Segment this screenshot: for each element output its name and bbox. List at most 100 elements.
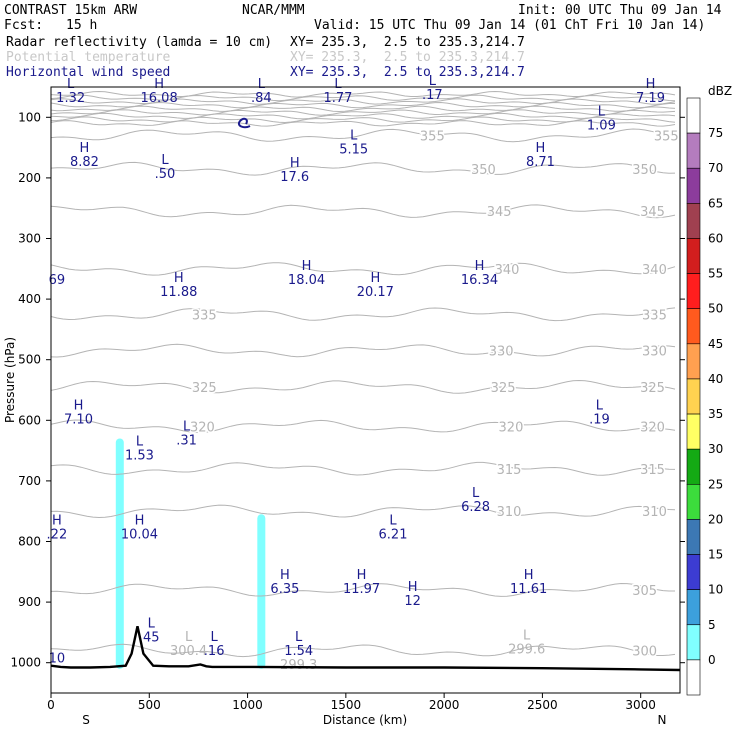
theta-contour-label: 345 <box>640 205 665 220</box>
wind-extremum-marker: L <box>148 616 156 631</box>
wind-extremum-marker: H <box>302 259 312 274</box>
colorbar-swatch <box>686 378 701 415</box>
wind-extremum-marker: H <box>74 398 84 413</box>
theta-contour <box>51 343 676 358</box>
theta-contour <box>51 643 676 658</box>
wind-extremum-value: 8.71 <box>526 155 555 170</box>
wind-extremum-value: 10 <box>49 652 66 667</box>
theta-contour-label: 325 <box>192 381 217 396</box>
wind-extremum-marker: H <box>280 568 290 583</box>
wind-extremum-marker: L <box>350 129 358 144</box>
wind-extremum-marker: H <box>52 513 62 528</box>
theta-extremum-value: 299.3 <box>280 658 317 673</box>
colorbar-swatch <box>686 97 701 134</box>
x-tick-label: 2000 <box>429 698 460 712</box>
wind-extremum-marker: H <box>290 156 300 171</box>
colorbar-label: 5 <box>708 618 716 632</box>
wind-extremum-marker: H <box>536 141 546 156</box>
colorbar-swatch <box>686 273 701 310</box>
wind-extremum-value: .50 <box>155 167 176 182</box>
wind-extremum-marker: L <box>67 77 75 92</box>
theta-contour-upper <box>51 112 676 120</box>
wind-extremum-value: 1.53 <box>125 449 154 464</box>
wind-extremum-marker: H <box>524 568 534 583</box>
y-axis-title: Pressure (hPa) <box>3 337 17 423</box>
colorbar-label: 30 <box>708 442 723 456</box>
colorbar-label: 10 <box>708 583 723 597</box>
wind-extremum-value: 11.97 <box>343 582 380 597</box>
theta-contour <box>51 582 675 597</box>
theta-contour-label: 315 <box>497 463 522 478</box>
colorbar-label: 65 <box>708 196 723 210</box>
valid-time: Valid: 15 UTC Thu 09 Jan 14 (01 ChT Fri … <box>314 18 706 33</box>
theta-contour <box>51 419 676 434</box>
y-tick-label: 500 <box>18 353 41 367</box>
y-tick-label: 700 <box>18 474 41 488</box>
colorbar-swatch <box>686 238 701 274</box>
wind-extremum-value: .16 <box>204 644 225 659</box>
wind-extremum-marker: H <box>408 580 418 595</box>
theta-contour-upper <box>51 101 675 109</box>
colorbar-swatch <box>686 519 701 555</box>
x-axis-title: Distance (km) <box>323 713 407 727</box>
theta-contour <box>51 128 676 143</box>
x-tick-label: 2500 <box>527 698 558 712</box>
colorbar-swatch <box>686 413 701 450</box>
theta-contour <box>51 379 676 394</box>
colorbar-swatch <box>686 203 701 239</box>
wind-extremum-value: .84 <box>251 91 272 106</box>
theta-contour-label: 320 <box>190 420 215 435</box>
theta-contour <box>51 161 676 176</box>
colorbar-label: 50 <box>708 302 723 316</box>
theta-extremum-marker: L <box>185 630 193 645</box>
colorbar-label: 75 <box>708 126 723 140</box>
colorbar-label: 55 <box>708 267 723 281</box>
theta-contour-label: 350 <box>632 163 657 178</box>
theta-contour-label: 300 <box>632 645 657 660</box>
colorbar-swatch <box>686 448 701 485</box>
wind-extremum-marker: L <box>389 513 397 528</box>
wind-extremum-marker: L <box>429 74 437 89</box>
theta-extremum-value: 299.6 <box>508 643 545 658</box>
wind-extremum-value: 6.21 <box>379 527 408 542</box>
y-tick-label: 400 <box>18 292 41 306</box>
x-end-label-south: S <box>82 713 90 727</box>
theta-contour-label: 350 <box>471 163 496 178</box>
wind-extremum-marker: L <box>211 630 219 645</box>
wind-extremum-marker: H <box>154 77 164 92</box>
init-time: Init: 00 UTC Thu 09 Jan 14 <box>518 3 722 18</box>
theta-contour-label: 340 <box>642 263 667 278</box>
wind-extremum-value: 10.04 <box>121 527 158 542</box>
x-tick-label: 3000 <box>625 698 656 712</box>
colorbar-label: 35 <box>708 407 723 421</box>
colorbar-swatch <box>686 132 701 169</box>
colorbar-swatch <box>686 624 701 661</box>
wind-extremum-marker: L <box>596 398 604 413</box>
colorbar-label: 25 <box>708 477 723 491</box>
wind-extremum-value: 1.32 <box>56 91 85 106</box>
model-title: CONTRAST 15km ARW <box>4 3 138 18</box>
y-tick-label: 600 <box>18 413 41 427</box>
x-tick-label: 0 <box>47 698 55 712</box>
wind-extremum-value: 5.15 <box>339 143 368 158</box>
theta-contour-label: 320 <box>640 420 665 435</box>
x-tick-label: 1500 <box>331 698 362 712</box>
theta-contour-label: 355 <box>654 129 679 144</box>
field-theta-name: Potential temperature <box>6 50 171 65</box>
colorbar-label: 60 <box>708 231 723 245</box>
theta-contour-label: 335 <box>192 308 217 323</box>
theta-contour-upper <box>51 90 676 98</box>
wind-extremum-marker: L <box>161 153 169 168</box>
wind-extremum-value: 1.77 <box>324 91 353 106</box>
wind-extremum-value: 1.54 <box>284 644 313 659</box>
wind-extremum-value: 6.35 <box>270 582 299 597</box>
wind-extremum-marker: L <box>472 486 480 501</box>
theta-contour-label: 325 <box>491 381 516 396</box>
wind-extremum-value: 11.61 <box>510 582 547 597</box>
wind-extremum-marker: H <box>80 141 90 156</box>
fcst-label: Fcst: <box>4 18 44 33</box>
theta-contour-label: 320 <box>499 420 524 435</box>
colorbar-label: 45 <box>708 337 723 351</box>
radar-echo <box>257 514 266 669</box>
